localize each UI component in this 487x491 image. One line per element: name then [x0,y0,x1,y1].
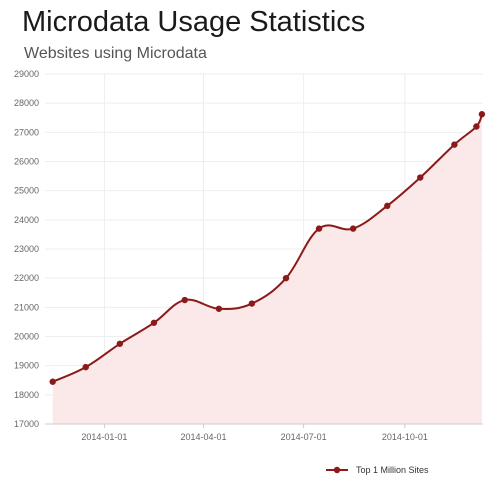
y-tick-label: 17000 [14,419,39,429]
y-tick-label: 19000 [14,361,39,371]
series-area [52,114,482,424]
data-point[interactable] [451,141,458,148]
data-point[interactable] [315,225,323,232]
y-tick-label: 28000 [14,98,39,108]
data-point[interactable] [478,111,486,118]
data-point[interactable] [116,340,124,347]
data-point[interactable] [473,123,480,130]
data-point[interactable] [215,305,223,312]
chart-subtitle: Websites using Microdata [24,45,207,62]
data-point[interactable] [417,174,424,181]
y-tick-label: 23000 [14,244,39,254]
legend-marker [333,466,341,474]
x-tick-label: 2014-10-01 [382,432,428,442]
y-tick-label: 26000 [14,157,39,167]
data-point[interactable] [181,296,188,304]
y-tick-label: 25000 [14,186,39,196]
chart-title: Microdata Usage Statistics [22,6,366,38]
y-tick-label: 20000 [14,332,39,342]
data-point[interactable] [248,300,256,307]
data-point[interactable] [384,202,391,210]
data-point[interactable] [349,225,357,232]
data-point[interactable] [82,363,89,371]
x-tick-label: 2014-01-01 [81,432,127,442]
area-fill [52,114,482,424]
y-tick-label: 27000 [14,127,39,137]
y-tick-label: 22000 [14,273,39,283]
legend-label[interactable]: Top 1 Million Sites [356,465,429,475]
data-point[interactable] [150,319,158,326]
data-points [49,111,486,385]
data-point[interactable] [282,274,290,282]
x-tick-label: 2014-04-01 [180,432,226,442]
x-tick-label: 2014-07-01 [281,432,327,442]
y-tick-label: 18000 [14,390,39,400]
axes: 17000 18000 19000 20000 21000 22000 23000 24000… [14,69,483,442]
legend[interactable]: Top 1 Million Sites [326,465,429,475]
y-tick-label: 29000 [14,69,39,79]
y-tick-label: 21000 [14,302,39,312]
y-tick-label: 24000 [14,215,39,225]
data-point[interactable] [49,378,56,385]
